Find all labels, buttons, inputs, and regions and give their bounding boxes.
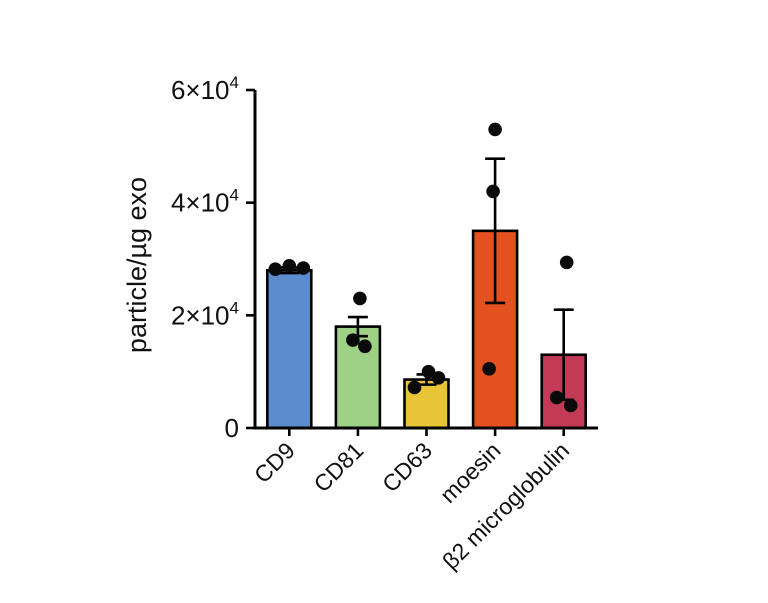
y-tick-label: 4×104: [171, 186, 239, 218]
x-tick-label-cd81: CD81: [308, 437, 368, 497]
data-point-moesin: [486, 184, 500, 199]
y-tick-label-base: 2×10: [171, 300, 230, 330]
data-point-moesin: [488, 122, 502, 137]
x-tick-label-cd63: CD63: [377, 437, 437, 497]
data-point-cd9: [282, 258, 297, 273]
y-axis-label: particle/µg exo: [122, 177, 152, 353]
x-tick-label-b2-microglobulin: β2 microglobulin: [437, 437, 574, 574]
y-tick-label-exp: 4: [230, 186, 239, 205]
data-point-b2-microglobulin: [563, 398, 578, 413]
y-tick-label: 2×104: [171, 298, 239, 330]
data-point-cd63: [407, 380, 422, 395]
error-bar-moesin: [485, 157, 506, 305]
y-tick-label-base: 0: [225, 413, 239, 443]
data-point-cd63: [431, 371, 446, 385]
data-point-cd81: [346, 333, 360, 347]
data-point-cd81: [358, 339, 372, 354]
y-tick-label-base: 4×10: [171, 188, 230, 218]
bar-cd9: [265, 268, 313, 430]
data-point-cd9: [268, 262, 283, 276]
y-tick-label-exp: 4: [230, 73, 239, 92]
data-point-b2-microglobulin: [549, 390, 564, 405]
x-tick-label-cd9: CD9: [249, 437, 300, 488]
data-point-cd63: [421, 364, 436, 379]
y-tick-label: 6×104: [171, 73, 239, 105]
data-point-cd81: [353, 291, 367, 306]
y-tick-label-base: 6×10: [171, 75, 230, 105]
bar-cd63: [403, 378, 450, 430]
data-point-cd9: [296, 261, 311, 275]
data-point-moesin: [482, 362, 496, 376]
y-tick-label: 0: [225, 413, 239, 443]
data-point-b2-microglobulin: [559, 255, 574, 270]
y-tick-label-exp: 4: [230, 298, 239, 317]
